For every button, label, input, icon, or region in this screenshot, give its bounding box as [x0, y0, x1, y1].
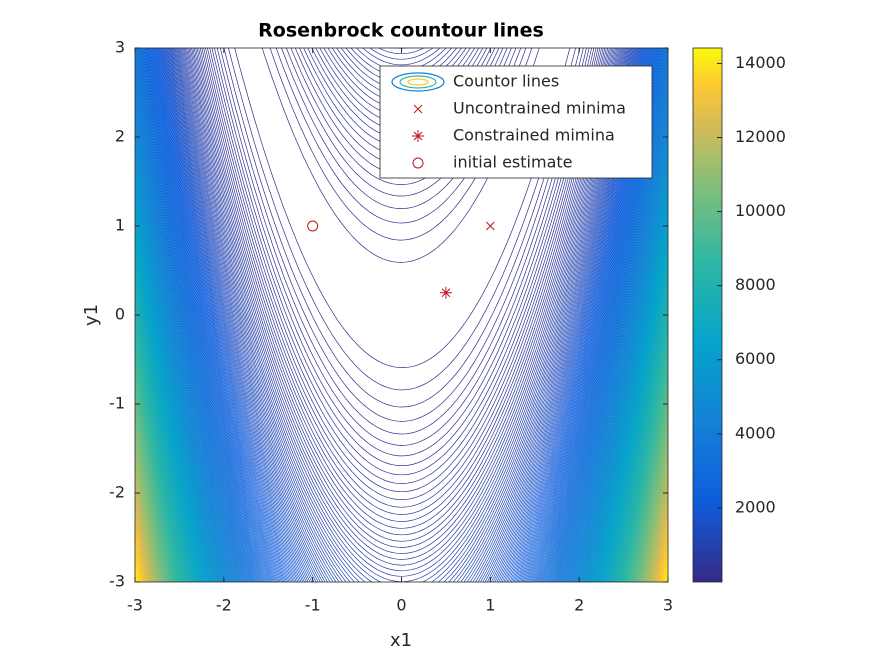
- contour-line: [192, 48, 611, 542]
- contour-line: [205, 48, 599, 484]
- contour-line: [211, 48, 592, 457]
- contour-line: [216, 48, 587, 435]
- contour-line: [198, 48, 606, 515]
- x-tick-label: -3: [127, 596, 143, 615]
- legend-label: Countor lines: [453, 72, 559, 91]
- contour-line: [175, 48, 629, 582]
- legend-label: Uncontrained minima: [453, 99, 626, 118]
- contour-line: [234, 48, 571, 368]
- contour-line: [199, 48, 604, 508]
- x-tick-label: 0: [396, 596, 406, 615]
- contour-line: [169, 48, 635, 582]
- legend-icon: [412, 157, 424, 169]
- contour-line: [183, 48, 620, 582]
- marker: [307, 220, 319, 232]
- x-tick-label: 3: [663, 596, 673, 615]
- contour-line: [181, 48, 622, 582]
- contour-line: [193, 48, 610, 536]
- contour-group: [135, 48, 668, 582]
- contour-line: [177, 48, 626, 582]
- colorbar-tick-label: 10000: [735, 201, 786, 220]
- contour-line: [166, 48, 637, 582]
- x-tick-label: -1: [305, 596, 321, 615]
- legend-label: Constrained mimina: [453, 126, 615, 145]
- contour-line: [188, 48, 615, 560]
- legend-icon: [413, 104, 423, 114]
- legend-icon: [412, 130, 424, 142]
- x-tick-label: 2: [574, 596, 584, 615]
- contour-line: [203, 48, 601, 493]
- contour-line: [223, 48, 581, 408]
- chart-title: Rosenbrock countour lines: [258, 20, 544, 42]
- contour-line: [191, 48, 613, 548]
- colorbar-tick-label: 12000: [735, 127, 786, 146]
- contour-line: [196, 48, 607, 522]
- contour-line: [185, 48, 619, 577]
- colorbar: [692, 47, 723, 583]
- contour-line: [167, 48, 636, 582]
- y-tick-label: 2: [115, 127, 125, 146]
- contour-line: [186, 48, 618, 572]
- x-tick-label: 1: [485, 596, 495, 615]
- contour-line: [169, 48, 634, 582]
- legend-label: initial estimate: [453, 153, 573, 172]
- contour-line: [175, 48, 628, 582]
- contour-line: [209, 48, 595, 466]
- y-tick-label: -1: [109, 394, 125, 413]
- contour-line: [168, 48, 635, 582]
- contour-line: [201, 48, 602, 500]
- marker: [485, 221, 495, 231]
- contour-line: [172, 48, 631, 582]
- contour-line: [180, 48, 623, 582]
- contour-line: [171, 48, 632, 582]
- contour-line: [228, 48, 576, 391]
- legend-icon: [391, 72, 445, 92]
- y-tick-label: 1: [115, 216, 125, 235]
- contour-line: [189, 48, 614, 554]
- colorbar-tick-label: 6000: [735, 349, 776, 368]
- contour-line: [214, 48, 590, 446]
- y-tick-label: -2: [109, 483, 125, 502]
- contour-line: [174, 48, 630, 582]
- contour-line: [187, 48, 616, 566]
- colorbar-tick-label: 2000: [735, 497, 776, 516]
- contour-line: [219, 48, 584, 422]
- y-tick-label: 3: [115, 38, 125, 57]
- contour-line: [207, 48, 597, 476]
- contour-line: [182, 48, 621, 582]
- legend-icon: [407, 78, 429, 86]
- contour-line: [166, 48, 638, 582]
- y-tick-label: 0: [115, 305, 125, 324]
- colorbar-tick-label: 14000: [735, 53, 786, 72]
- contour-line: [195, 48, 609, 529]
- y-tick-label: -3: [109, 572, 125, 591]
- x-tick-label: -2: [216, 596, 232, 615]
- contour-line: [176, 48, 627, 582]
- y-axis-label: y1: [81, 304, 102, 326]
- contour-line: [178, 48, 625, 582]
- colorbar-tick-label: 4000: [735, 423, 776, 442]
- legend-icon: [399, 75, 437, 89]
- marker: [439, 286, 452, 299]
- contour-line: [170, 48, 633, 582]
- contour-line: [173, 48, 630, 582]
- colorbar-tick-label: 8000: [735, 275, 776, 294]
- x-axis-label: x1: [390, 630, 412, 651]
- contour-line: [179, 48, 624, 582]
